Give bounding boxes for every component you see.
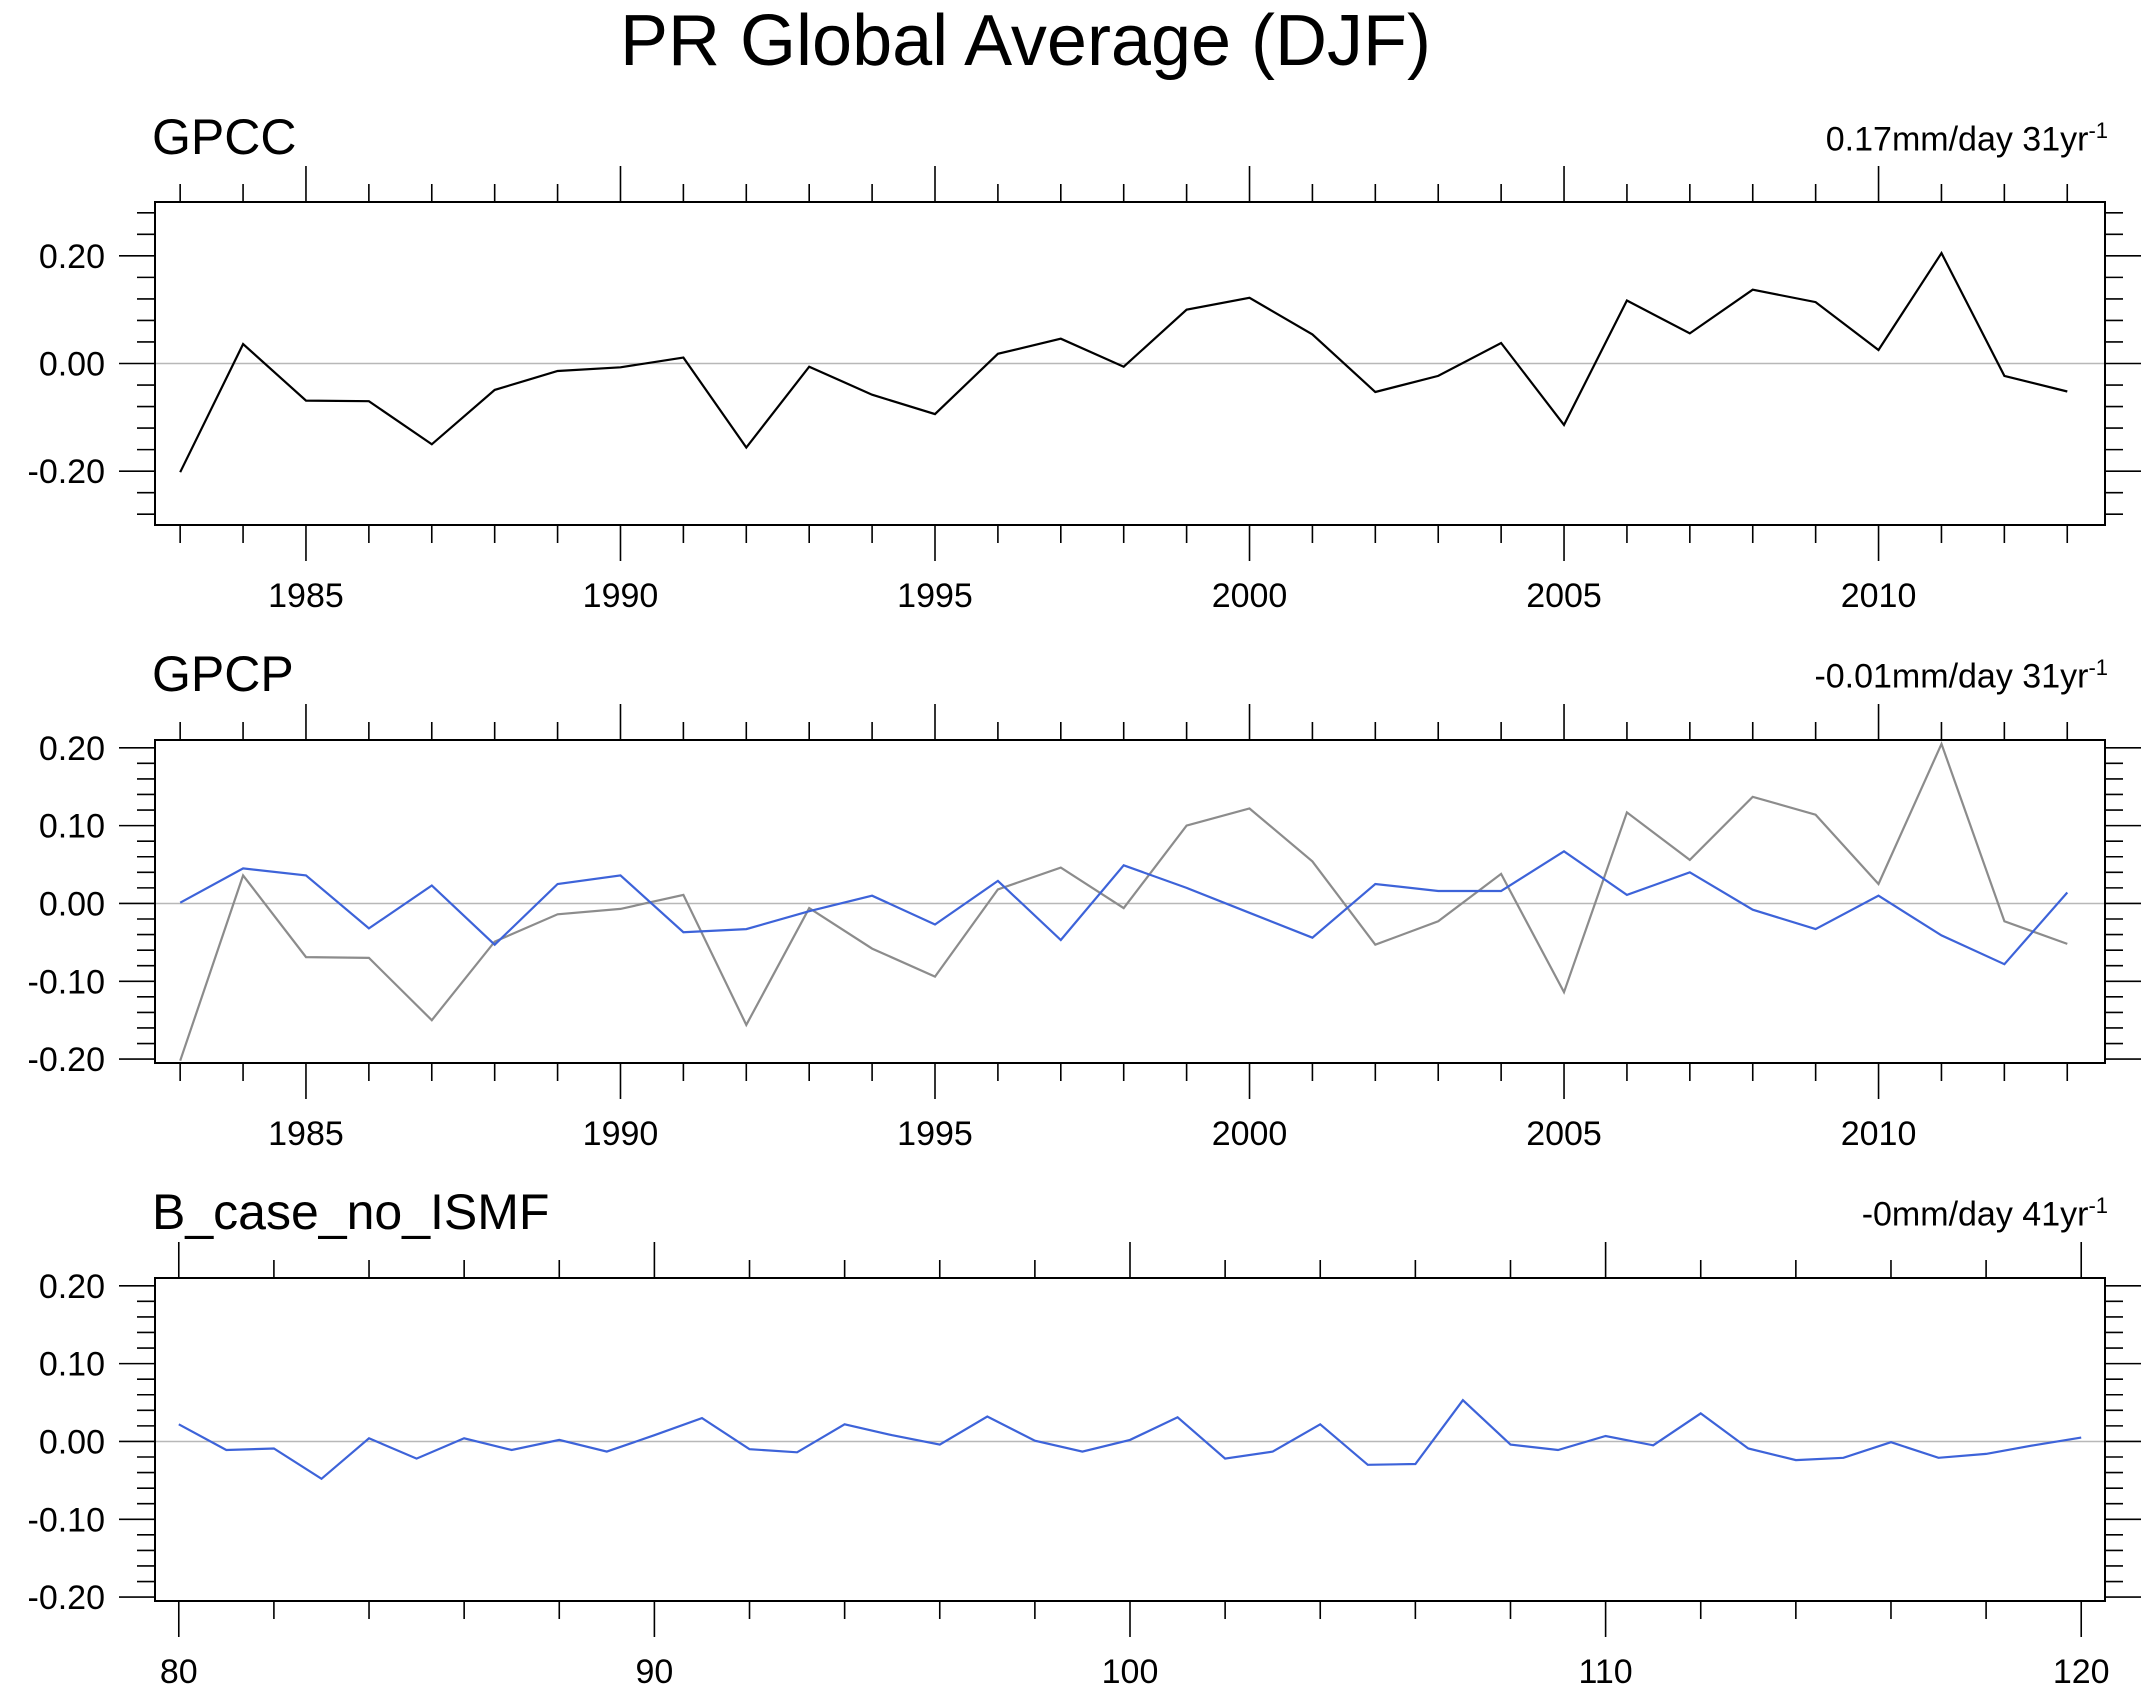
panel-2-x-tick-label: 1990 (583, 1115, 659, 1153)
panel-2-y-tick-label: 0.00 (39, 885, 105, 923)
panel-2-y-tick-label: 0.10 (39, 808, 105, 846)
panel-3-plot-frame (154, 1277, 2106, 1602)
panel-3-y-tick-label: 0.10 (39, 1346, 105, 1384)
panel-3-x-tick-label: 90 (635, 1653, 673, 1691)
panel-1-series-gpcc-line (179, 250, 2068, 473)
panel-1-y-tick-label: 0.20 (39, 238, 105, 276)
panel-2-y-tick-label: -0.20 (28, 1041, 106, 1079)
panel-1-plot-frame (154, 201, 2106, 526)
panel-3-x-tick-label: 120 (2053, 1653, 2110, 1691)
panel-1-trend-sup: -1 (2088, 118, 2108, 143)
panel-1-x-tick-label: 2000 (1212, 577, 1288, 615)
panel-1-x-tick-label: 2010 (1841, 577, 1917, 615)
panel-1-y-tick-label: -0.20 (28, 453, 106, 491)
panel-2-trend: -0.01mm/day 31yr-1 (1814, 655, 2108, 696)
figure-title: PR Global Average (DJF) (620, 1, 1431, 81)
panel-2-trend-text: -0.01mm/day 31yr (1814, 657, 2089, 696)
panel-3-y-tick-label: -0.20 (28, 1579, 106, 1617)
panel-1-trend: 0.17mm/day 31yr-1 (1826, 118, 2108, 159)
panel-2-series-gpcp-line (179, 849, 2069, 966)
panel-1-x-tick-label: 1995 (897, 577, 973, 615)
panel-2-x-tick-label: 1995 (897, 1115, 973, 1153)
panel-3-series-b-case-no-ismf-line (178, 1398, 2082, 1481)
panel-2-plot-frame (154, 739, 2106, 1064)
panel-2-title: GPCP (152, 646, 294, 702)
panel-2-y-tick-label: -0.10 (28, 963, 106, 1001)
panel-2-trend-sup: -1 (2088, 655, 2108, 680)
panel-3-x-tick-label: 80 (160, 1653, 198, 1691)
panel-1-title: GPCC (152, 109, 297, 165)
panel-3-title: B_case_no_ISMF (152, 1184, 550, 1240)
panel-3-y-tick-label: 0.00 (39, 1423, 105, 1461)
panel-3-trend-sup: -1 (2088, 1193, 2108, 1218)
panel-2-x-tick-label: 1985 (268, 1115, 344, 1153)
panel-1-y-tick-label: 0.00 (39, 346, 105, 384)
panel-1-x-tick-label: 1990 (583, 577, 659, 615)
panel-2-x-tick-label: 2010 (1841, 1115, 1917, 1153)
panel-3-trend: -0mm/day 41yr-1 (1862, 1193, 2108, 1234)
panel-3-y-tick-label: 0.20 (39, 1268, 105, 1306)
panel-3-y-tick-label: -0.10 (28, 1501, 106, 1539)
panel-2-y-tick-label: 0.20 (39, 730, 105, 768)
panel-2-x-tick-label: 2000 (1212, 1115, 1288, 1153)
panel-1-x-tick-label: 2005 (1526, 577, 1602, 615)
panel-1-trend-text: 0.17mm/day 31yr (1825, 120, 2089, 159)
panel-3-trend-text: -0mm/day 41yr (1861, 1195, 2089, 1234)
panel-3-x-tick-label: 110 (1579, 1653, 1633, 1691)
panel-2-series-gpcc-line (179, 740, 2068, 1062)
panel-2-x-tick-label: 2005 (1526, 1115, 1602, 1153)
panel-1-x-tick-label: 1985 (268, 577, 344, 615)
panel-3-x-tick-label: 100 (1102, 1653, 1159, 1691)
